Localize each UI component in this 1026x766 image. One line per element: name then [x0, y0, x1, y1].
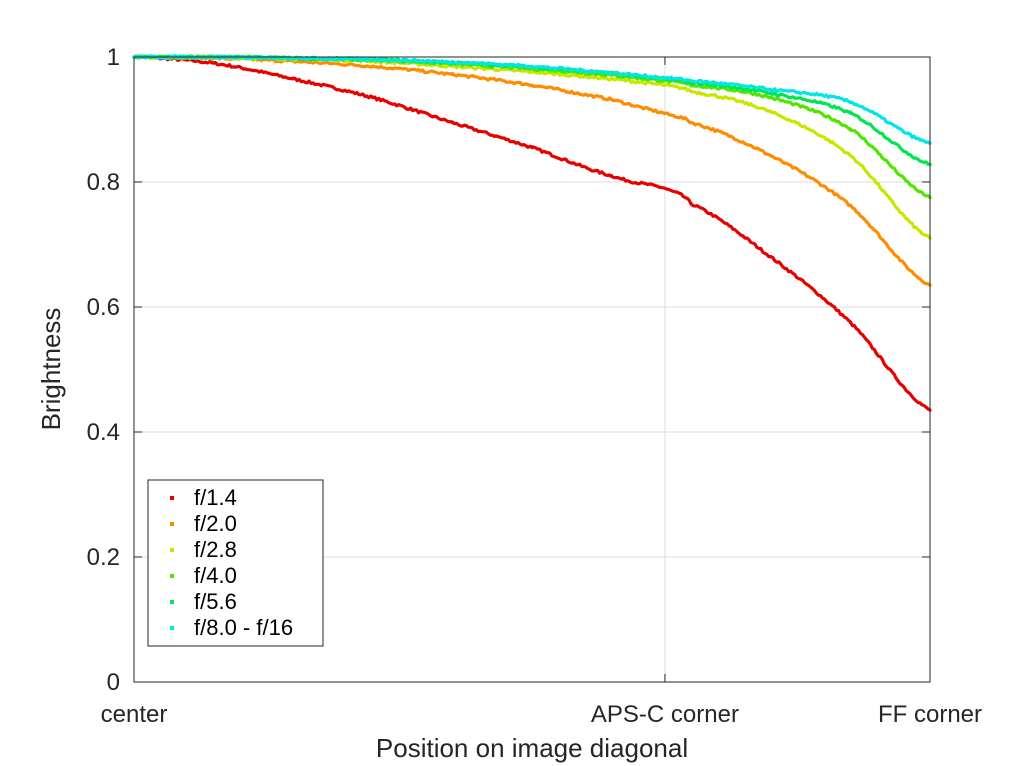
- x-tick-label: center: [101, 701, 168, 728]
- data-point: [769, 110, 773, 114]
- data-point: [663, 186, 667, 190]
- data-point: [291, 77, 295, 81]
- series-line: [133, 54, 931, 287]
- y-axis-title: Brightness: [36, 308, 66, 431]
- data-point: [530, 70, 534, 74]
- y-tick-label: 0.2: [87, 544, 120, 571]
- legend-label: f/2.8: [194, 537, 237, 562]
- axis-ticks: 0 0.2 0.4 0.6 0.8 1 center APS-C corner FF corne…: [87, 44, 982, 728]
- y-tick-label: 0: [107, 669, 120, 696]
- legend-marker: [170, 626, 174, 630]
- data-point: [610, 97, 614, 102]
- data-point: [689, 89, 693, 93]
- data-point: [848, 321, 853, 325]
- legend-marker: [170, 600, 174, 604]
- data-point: [769, 154, 773, 158]
- grid-lines: [134, 57, 930, 682]
- data-point: [450, 121, 454, 125]
- x-tick-label: APS-C corner: [591, 701, 739, 728]
- data-point: [371, 57, 375, 62]
- data-point: [769, 96, 773, 100]
- plot-frame: [133, 56, 931, 683]
- data-point: [610, 77, 614, 81]
- data-point: [689, 79, 693, 83]
- y-tick-label: 0.6: [87, 294, 120, 321]
- data-point: [663, 83, 667, 87]
- legend-marker: [170, 548, 174, 552]
- data-point: [769, 87, 773, 92]
- data-point: [848, 111, 853, 115]
- data-point: [450, 60, 454, 64]
- data-point: [769, 255, 773, 259]
- legend-box: [147, 479, 324, 647]
- y-tick-label: 0.4: [87, 419, 120, 446]
- data-point: [848, 100, 853, 104]
- data-point: [689, 202, 693, 206]
- y-tick-label: 1: [107, 44, 120, 71]
- data-point: [530, 64, 534, 68]
- data-point: [663, 111, 667, 115]
- legend-marker: [170, 496, 174, 500]
- legend-label: f/8.0 - f/16: [194, 615, 293, 640]
- data-point: [610, 71, 614, 75]
- legend-label: f/1.4: [194, 485, 237, 510]
- data-point: [212, 61, 216, 65]
- legend: f/1.4f/2.0f/2.8f/4.0f/5.6f/8.0 - f/16: [147, 479, 324, 647]
- legend-label: f/2.0: [194, 511, 237, 536]
- data-point: [663, 76, 667, 80]
- legend-marker: [170, 522, 174, 526]
- x-tick-label: FF corner: [878, 701, 982, 728]
- series-layer: [132, 54, 932, 412]
- legend-marker: [170, 574, 174, 578]
- data-point: [769, 91, 773, 95]
- data-point: [530, 146, 534, 150]
- data-point: [848, 127, 853, 131]
- data-point: [610, 174, 614, 178]
- series-line: [133, 54, 931, 199]
- data-point: [689, 121, 693, 125]
- legend-label: f/5.6: [194, 589, 237, 614]
- y-tick-label: 0.8: [87, 169, 120, 196]
- data-point: [371, 96, 375, 100]
- legend-label: f/4.0: [194, 563, 237, 588]
- data-point: [450, 72, 454, 77]
- series-f-2-0: [132, 54, 932, 287]
- data-point: [848, 154, 853, 158]
- data-point: [530, 83, 534, 87]
- data-point: [848, 204, 853, 208]
- data-point: [371, 64, 375, 68]
- x-axis-title: Position on image diagonal: [376, 733, 688, 763]
